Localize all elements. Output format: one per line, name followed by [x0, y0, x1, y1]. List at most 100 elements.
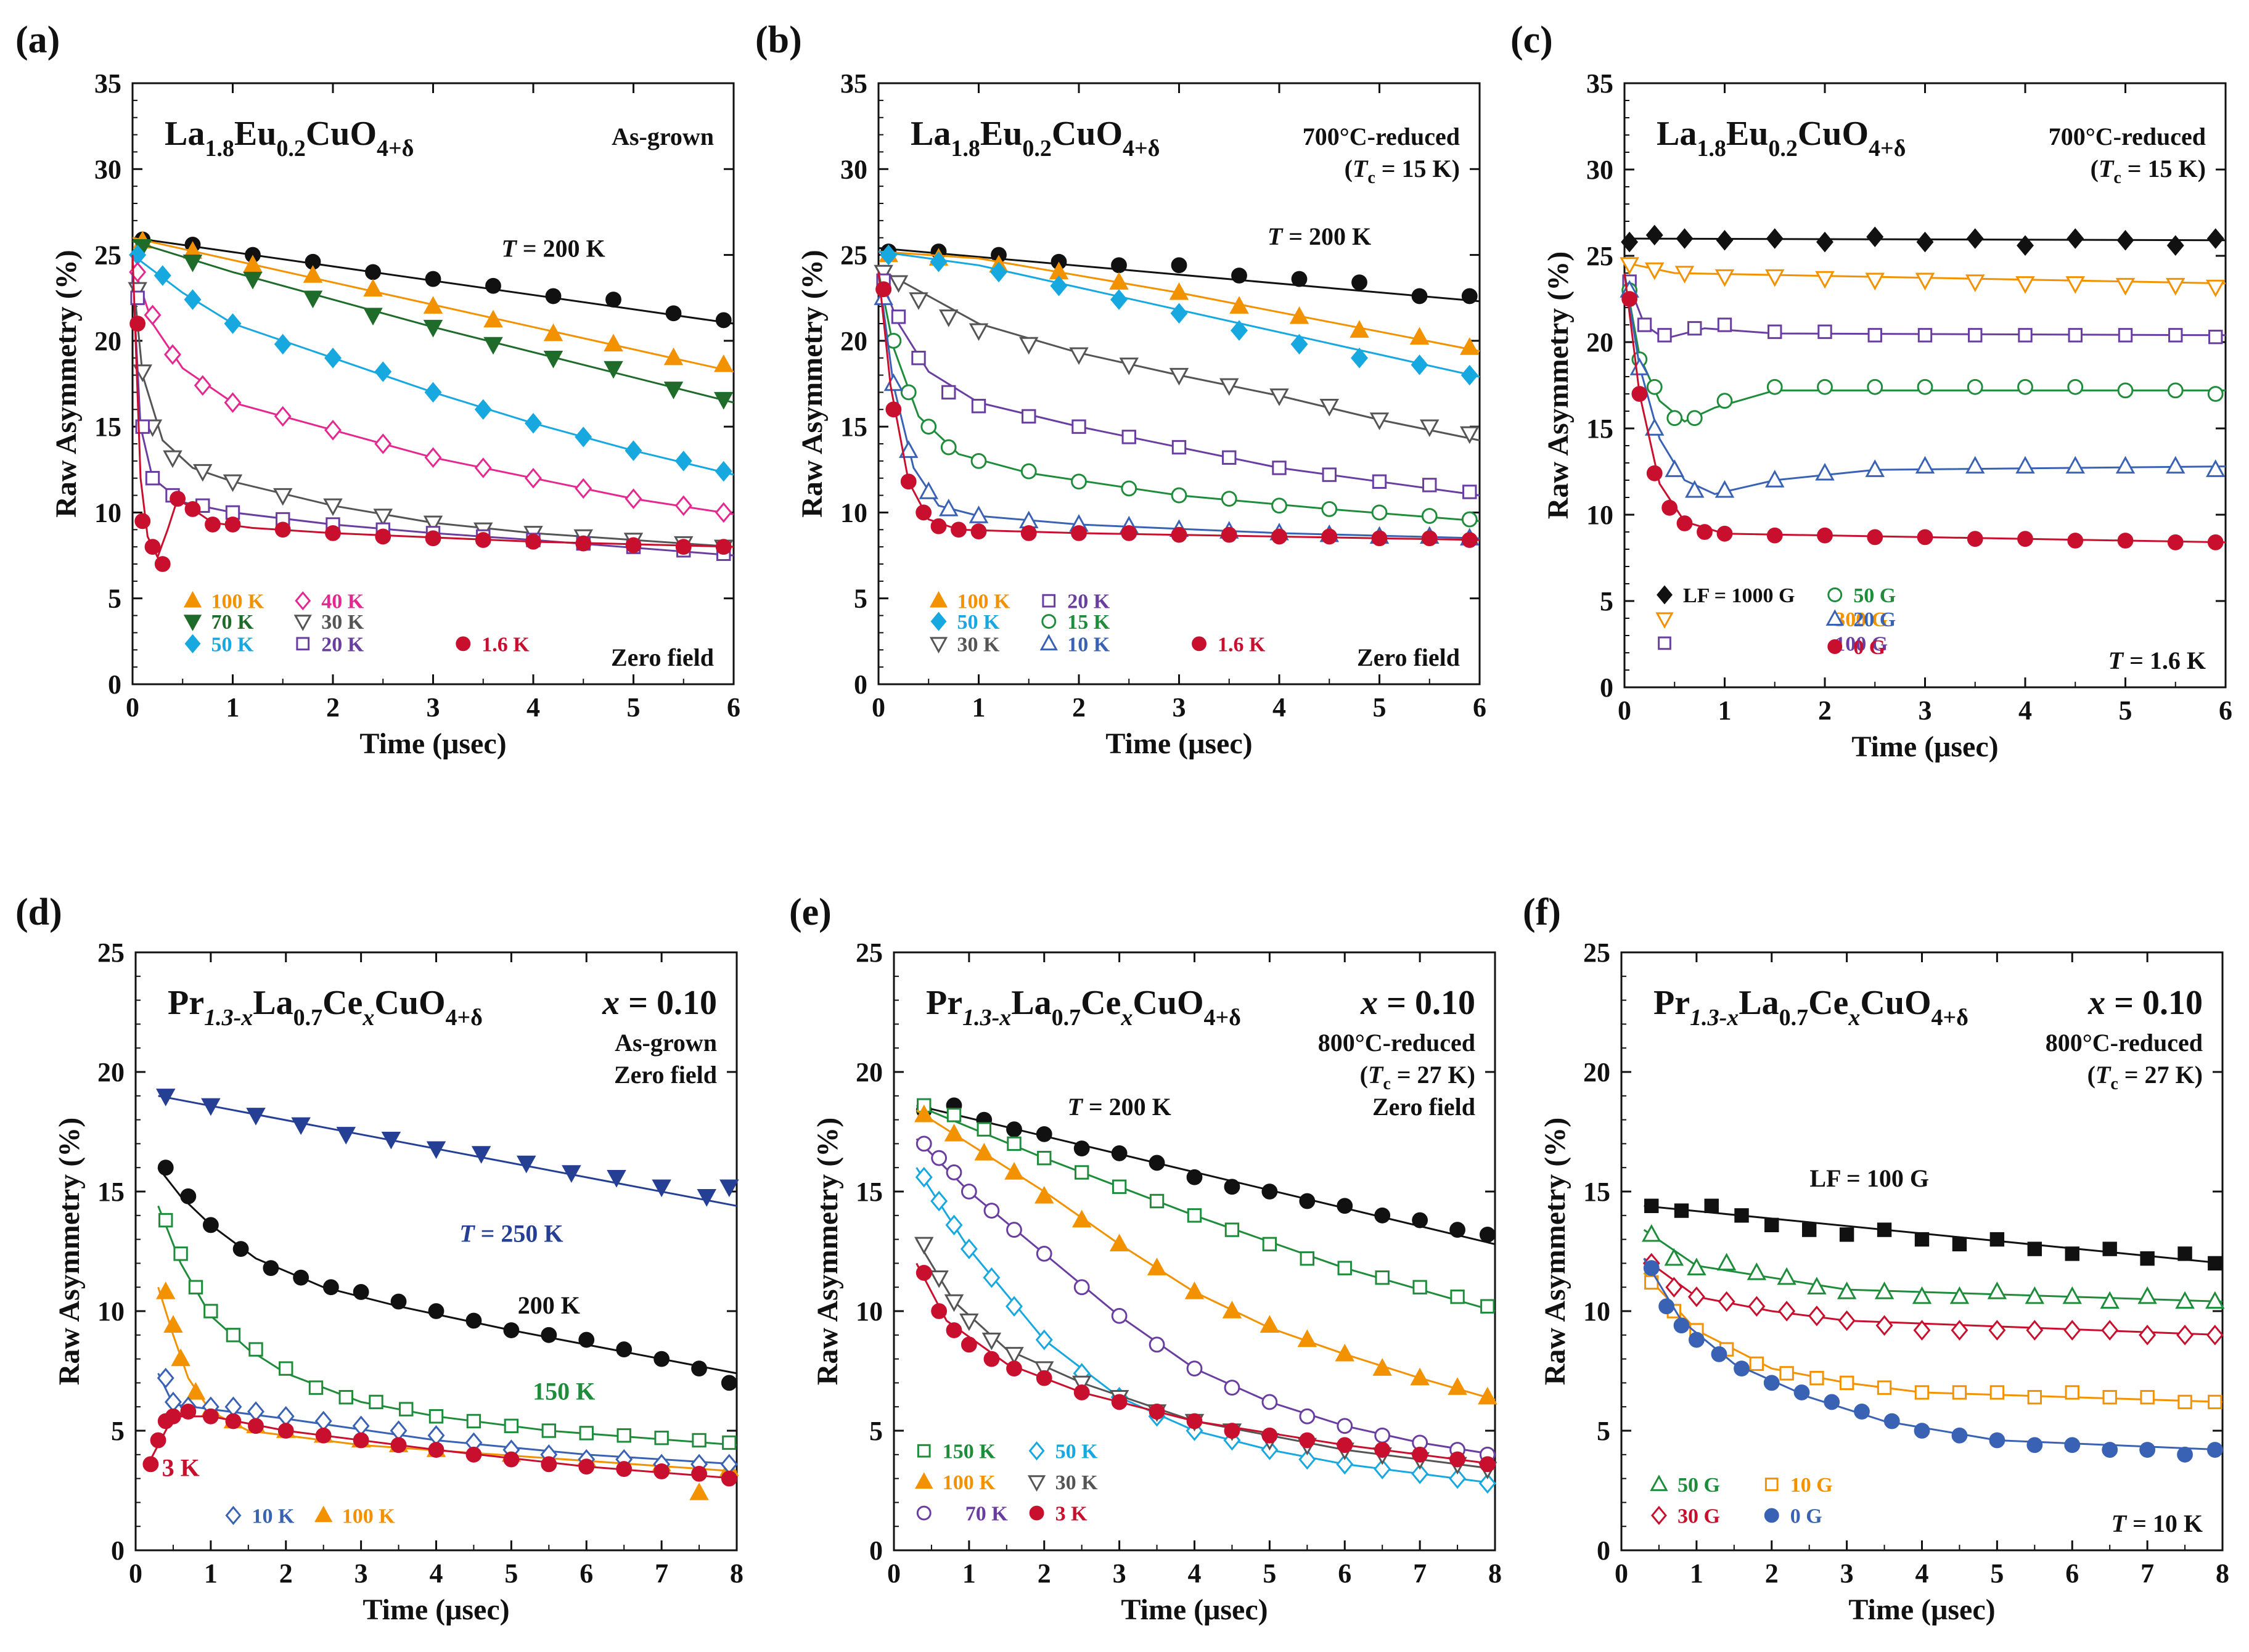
data-point [164, 344, 181, 365]
y-tick-label: 25 [840, 240, 867, 271]
data-point [663, 382, 684, 399]
x-tick-label: 6 [2065, 1558, 2079, 1589]
data-point [483, 337, 503, 355]
data-point [930, 251, 948, 272]
data-point [1967, 378, 1983, 395]
compound-formula: Pr1.3-xLa0.7CexCuO4+δ [168, 984, 483, 1031]
data-point [1676, 515, 1693, 531]
data-point [721, 1375, 737, 1391]
data-point [363, 308, 383, 325]
data-point [1229, 296, 1249, 314]
data-point [1004, 1162, 1024, 1180]
annotation: Zero field [1372, 1093, 1475, 1121]
legend-entry: LF = 1000 G [1657, 584, 1795, 607]
data-point [1764, 1217, 1779, 1233]
data-point [625, 537, 642, 554]
legend-marker [1827, 587, 1843, 602]
x-tick-label: 4 [1272, 692, 1286, 722]
data-point [314, 1410, 332, 1432]
data-point [390, 1437, 407, 1454]
data-point [1006, 1121, 1022, 1138]
annotation: (Tc = 27 K) [1360, 1061, 1475, 1094]
data-point [1714, 480, 1735, 498]
legend-entry: 20 K [296, 633, 364, 656]
data-point [1073, 1279, 1090, 1296]
x-tick-label: 0 [129, 1558, 142, 1589]
series-50-G [1642, 1224, 2225, 1309]
data-point [308, 1380, 324, 1395]
y-tick-label: 35 [840, 68, 867, 99]
data-point [983, 1351, 1000, 1367]
legend-entry: 0 G [1764, 1505, 1822, 1527]
legend-label: 100 K [957, 591, 1011, 613]
data-point [1412, 1446, 1428, 1463]
annotation: LF = 100 G [1809, 1164, 1929, 1192]
annotation: T = 200 K [1067, 1093, 1171, 1121]
data-point [1631, 386, 1648, 402]
data-point [279, 1361, 293, 1376]
data-point [1119, 358, 1139, 375]
data-point [2177, 1394, 2192, 1410]
data-point [1290, 333, 1308, 355]
data-point [1231, 320, 1248, 341]
data-point [1916, 231, 1934, 253]
y-axis-label: Raw Asymmetry (%) [1539, 1118, 1571, 1386]
data-point [983, 1267, 1001, 1288]
series-30-K [914, 1237, 1497, 1479]
x-tick-label: 3 [427, 692, 440, 722]
data-point [604, 361, 623, 379]
data-point [974, 1143, 994, 1161]
annotation: T = 200 K [1268, 223, 1371, 250]
data-point [1646, 465, 1663, 481]
legend-entry: 40 K [295, 591, 364, 613]
legend-label: 10 K [1067, 633, 1110, 656]
series-LF-100-G [1644, 1198, 2223, 1271]
data-point [1149, 1193, 1165, 1209]
data-point [543, 323, 563, 341]
annotation: 700°C-reduced [2049, 123, 2206, 150]
series-50-K [878, 244, 1480, 386]
data-point [2167, 534, 2184, 550]
fit-line [1623, 272, 2226, 423]
data-point [1965, 274, 1985, 292]
data-point [1637, 317, 1652, 332]
data-point [156, 1089, 176, 1106]
data-point [1479, 1456, 1496, 1473]
legend-entry: 30 K [293, 611, 364, 634]
data-point [1375, 1270, 1390, 1285]
series-LF-1000-G [1621, 224, 2226, 256]
legend-entry: 50 K [184, 633, 254, 656]
data-point [1020, 463, 1037, 480]
data-point [1461, 511, 1478, 528]
data-point [1260, 1315, 1280, 1333]
data-point [1865, 272, 1885, 291]
x-tick-label: 6 [1338, 1558, 1351, 1589]
data-point [722, 1435, 737, 1450]
x-tick-label: 4 [2018, 695, 2032, 726]
data-point [291, 1117, 311, 1135]
data-point [2137, 1286, 2157, 1304]
data-point [1734, 1360, 1750, 1377]
panel-d: (d) 0 1 2 3 4 5 6 7 8 0 5 10 15 20 25 Time (μsec) Raw Asy… [15, 891, 744, 1626]
x-tick-label: 6 [727, 692, 740, 722]
data-point [944, 1294, 964, 1312]
y-tick-label: 20 [840, 326, 867, 356]
data-point [940, 439, 957, 456]
data-point [129, 316, 146, 332]
data-point [1109, 1233, 1129, 1252]
legend-marker [1655, 612, 1674, 629]
data-point [1714, 269, 1735, 287]
data-point [607, 1170, 626, 1188]
legend-label: 20 K [321, 633, 364, 656]
data-point [2102, 1442, 2118, 1458]
fit-line [916, 1167, 1496, 1484]
data-point [1642, 1224, 1661, 1242]
data-point [194, 375, 211, 396]
data-point [1272, 460, 1287, 475]
data-point [617, 1428, 631, 1443]
y-tick-label: 20 [856, 1057, 883, 1087]
legend-marker [1827, 639, 1843, 654]
data-point [375, 528, 391, 545]
x-axis-label: Time (μsec) [1848, 1593, 1995, 1626]
data-point [1621, 291, 1638, 307]
